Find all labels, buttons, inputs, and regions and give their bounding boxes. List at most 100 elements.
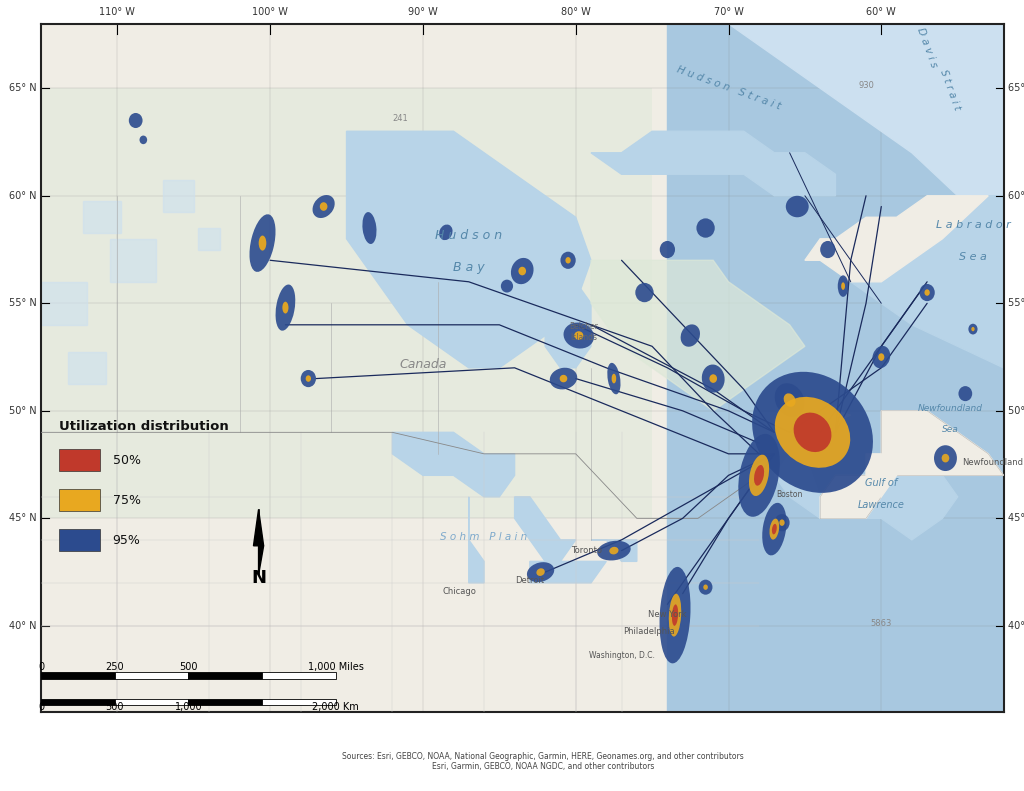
Bar xyxy=(59,448,100,471)
Ellipse shape xyxy=(635,283,653,302)
Bar xyxy=(41,698,115,706)
Polygon shape xyxy=(346,131,591,368)
Ellipse shape xyxy=(958,386,972,401)
Text: Sea: Sea xyxy=(942,426,958,434)
Polygon shape xyxy=(163,180,194,212)
Text: 55° N: 55° N xyxy=(8,298,37,308)
Text: 75%: 75% xyxy=(113,494,140,506)
Ellipse shape xyxy=(838,275,849,297)
Polygon shape xyxy=(469,497,484,583)
Polygon shape xyxy=(668,24,1004,712)
Ellipse shape xyxy=(794,413,831,452)
Bar xyxy=(188,672,262,679)
Polygon shape xyxy=(882,411,1004,475)
Text: 110° W: 110° W xyxy=(99,7,135,17)
Polygon shape xyxy=(805,195,988,282)
Ellipse shape xyxy=(681,324,700,346)
Ellipse shape xyxy=(942,454,949,463)
Ellipse shape xyxy=(565,257,570,263)
Bar xyxy=(41,672,115,679)
Bar xyxy=(41,89,652,518)
Polygon shape xyxy=(515,497,575,562)
Ellipse shape xyxy=(597,541,631,561)
Ellipse shape xyxy=(710,374,717,383)
Ellipse shape xyxy=(659,567,690,664)
Bar xyxy=(59,528,100,551)
Text: New York: New York xyxy=(648,611,687,619)
Polygon shape xyxy=(591,260,805,411)
Polygon shape xyxy=(83,201,121,233)
Text: L a b r a d o r: L a b r a d o r xyxy=(936,220,1011,230)
Text: Philadelphia: Philadelphia xyxy=(624,627,675,637)
Ellipse shape xyxy=(305,376,311,382)
Text: Gulf of: Gulf of xyxy=(865,478,897,488)
Ellipse shape xyxy=(969,324,978,335)
Text: 45° N: 45° N xyxy=(1008,513,1024,524)
Polygon shape xyxy=(591,539,637,562)
Ellipse shape xyxy=(312,195,335,218)
Ellipse shape xyxy=(511,258,534,284)
Bar xyxy=(115,698,188,706)
Ellipse shape xyxy=(774,514,790,532)
Text: 500: 500 xyxy=(179,662,198,672)
Bar xyxy=(115,672,188,679)
Text: Boston: Boston xyxy=(776,490,803,499)
Text: S t r a i t: S t r a i t xyxy=(938,69,962,112)
Text: 60° W: 60° W xyxy=(866,7,896,17)
Ellipse shape xyxy=(775,397,850,467)
Ellipse shape xyxy=(283,301,289,313)
Text: Sources: Esri, GEBCO, NOAA, National Geographic, Garmin, HERE, Geonames.org, and: Sources: Esri, GEBCO, NOAA, National Geo… xyxy=(342,751,743,771)
Ellipse shape xyxy=(550,368,578,389)
Ellipse shape xyxy=(560,375,567,382)
Polygon shape xyxy=(545,282,591,368)
Ellipse shape xyxy=(872,346,890,369)
Text: 2,000 Km: 2,000 Km xyxy=(312,702,359,712)
Ellipse shape xyxy=(754,465,764,486)
Bar xyxy=(188,698,262,706)
Ellipse shape xyxy=(672,604,678,626)
Ellipse shape xyxy=(696,218,715,238)
Ellipse shape xyxy=(820,241,836,258)
Text: 80° W: 80° W xyxy=(561,7,591,17)
Text: S e a: S e a xyxy=(959,252,987,263)
Text: 50° N: 50° N xyxy=(1008,406,1024,416)
Text: 930: 930 xyxy=(858,81,873,90)
Ellipse shape xyxy=(749,455,769,496)
Text: N: N xyxy=(251,570,266,588)
Ellipse shape xyxy=(769,519,779,539)
Polygon shape xyxy=(26,282,87,325)
Ellipse shape xyxy=(574,331,584,340)
Text: Washington, D.C.: Washington, D.C. xyxy=(589,651,654,660)
Text: 90° W: 90° W xyxy=(408,7,438,17)
Text: Newfoundland: Newfoundland xyxy=(918,404,983,413)
Ellipse shape xyxy=(609,547,618,554)
Text: 0: 0 xyxy=(38,662,44,672)
Polygon shape xyxy=(820,475,882,518)
Ellipse shape xyxy=(659,241,675,258)
Text: 40° N: 40° N xyxy=(9,621,37,631)
Ellipse shape xyxy=(783,393,796,407)
Text: Detroit: Detroit xyxy=(515,576,545,585)
Text: 50° N: 50° N xyxy=(9,406,37,416)
Polygon shape xyxy=(198,228,220,249)
Polygon shape xyxy=(110,239,156,282)
Ellipse shape xyxy=(250,214,275,272)
Ellipse shape xyxy=(841,282,845,290)
Polygon shape xyxy=(254,509,263,546)
Polygon shape xyxy=(529,562,606,583)
Text: B a y: B a y xyxy=(453,261,484,274)
Ellipse shape xyxy=(319,202,328,211)
Text: S o h m   P l a i n: S o h m P l a i n xyxy=(440,532,527,542)
Ellipse shape xyxy=(611,373,616,384)
Text: Belcher: Belcher xyxy=(569,322,598,331)
Text: Toronto: Toronto xyxy=(571,546,602,554)
Polygon shape xyxy=(392,433,515,497)
Ellipse shape xyxy=(779,520,784,526)
Bar xyxy=(262,698,336,706)
Ellipse shape xyxy=(560,252,575,269)
Ellipse shape xyxy=(301,370,316,387)
Text: 1,000: 1,000 xyxy=(175,702,202,712)
Text: 100° W: 100° W xyxy=(252,7,288,17)
Text: 500: 500 xyxy=(105,702,124,712)
Ellipse shape xyxy=(920,284,935,301)
